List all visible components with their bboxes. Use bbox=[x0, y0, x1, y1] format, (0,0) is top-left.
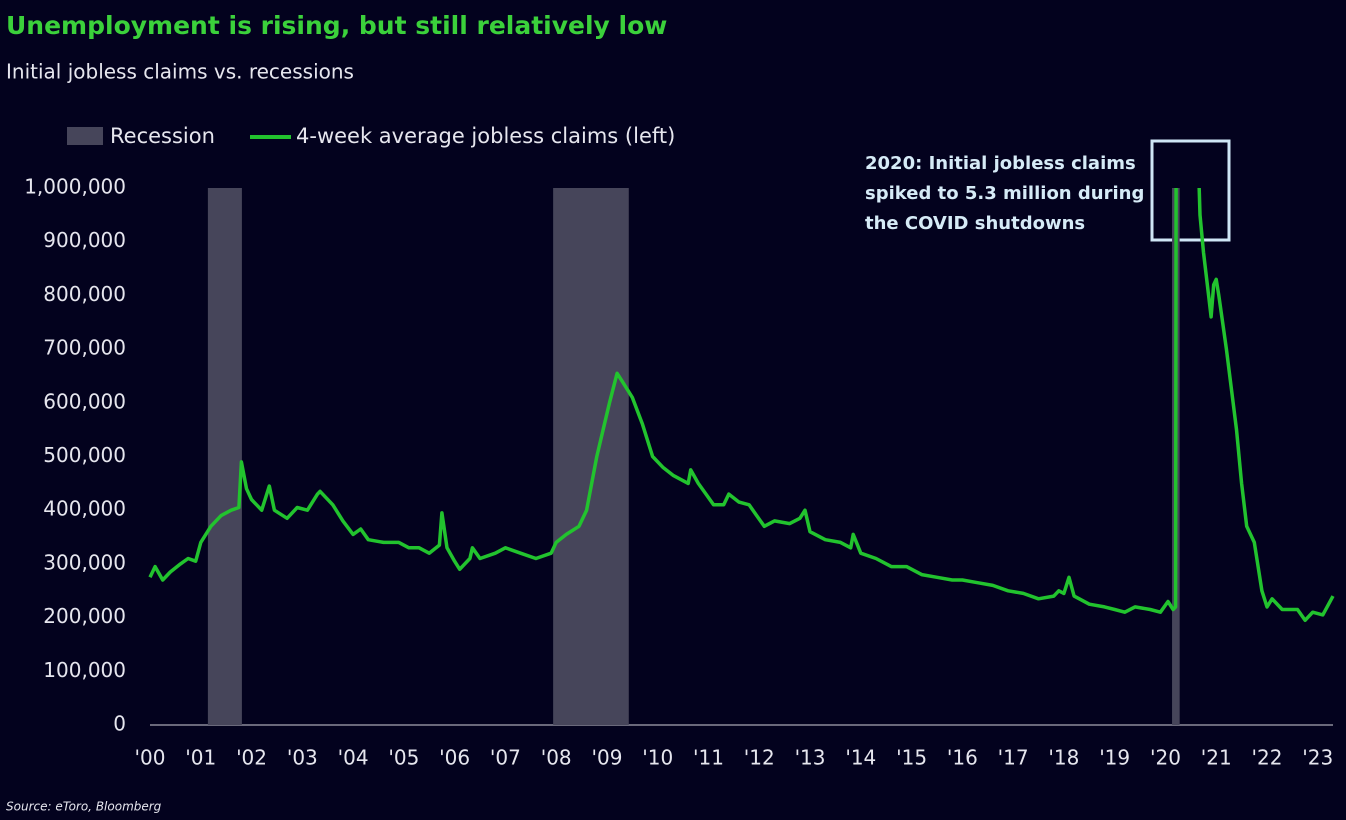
x-tick-label: '07 bbox=[490, 746, 521, 770]
x-tick-label: '06 bbox=[439, 746, 470, 770]
recession-band bbox=[207, 188, 242, 725]
x-tick-label: '23 bbox=[1302, 746, 1333, 770]
x-tick-label: '00 bbox=[135, 746, 166, 770]
x-tick-label: '01 bbox=[185, 746, 216, 770]
y-tick-label: 200,000 bbox=[43, 604, 126, 628]
chart-title: Unemployment is rising, but still relati… bbox=[6, 11, 667, 40]
legend-swatch-recession bbox=[67, 127, 103, 145]
y-tick-label: 700,000 bbox=[43, 336, 126, 360]
recession-band bbox=[553, 188, 629, 725]
x-tick-label: '21 bbox=[1201, 746, 1232, 770]
x-tick-label: '08 bbox=[541, 746, 572, 770]
legend-label: 4-week average jobless claims (left) bbox=[296, 124, 675, 148]
x-tick-label: '02 bbox=[236, 746, 267, 770]
x-tick-label: '18 bbox=[1048, 746, 1079, 770]
x-tick-label: '14 bbox=[845, 746, 876, 770]
annotation: 2020: Initial jobless claims spiked to 5… bbox=[865, 153, 1144, 234]
y-tick-label: 800,000 bbox=[43, 282, 126, 306]
chart-subtitle: Initial jobless claims vs. recessions bbox=[6, 60, 354, 84]
x-tick-label: '20 bbox=[1150, 746, 1181, 770]
x-tick-label: '09 bbox=[591, 746, 622, 770]
x-tick-label: '19 bbox=[1099, 746, 1130, 770]
x-tick-label: '05 bbox=[388, 746, 419, 770]
annotation-line: 2020: Initial jobless claims bbox=[865, 153, 1136, 174]
legend-label: Recession bbox=[110, 124, 215, 148]
y-tick-label: 300,000 bbox=[43, 550, 126, 574]
y-tick-label: 500,000 bbox=[43, 443, 126, 467]
x-tick-label: '04 bbox=[338, 746, 369, 770]
x-tick-label: '10 bbox=[642, 746, 673, 770]
data-line bbox=[148, 188, 1335, 623]
x-tick-label: '11 bbox=[693, 746, 724, 770]
plot-area bbox=[148, 188, 1335, 725]
y-tick-label: 100,000 bbox=[43, 658, 126, 682]
annotation-line: the COVID shutdowns bbox=[865, 213, 1085, 234]
x-tick-label: '03 bbox=[287, 746, 318, 770]
y-tick-label: 600,000 bbox=[43, 389, 126, 413]
x-tick-label: '12 bbox=[744, 746, 775, 770]
y-tick-label: 900,000 bbox=[43, 228, 126, 252]
x-tick-label: '22 bbox=[1252, 746, 1283, 770]
y-tick-label: 1,000,000 bbox=[24, 175, 126, 199]
x-tick-label: '15 bbox=[896, 746, 927, 770]
y-tick-label: 0 bbox=[113, 712, 126, 736]
x-tick-label: '17 bbox=[998, 746, 1029, 770]
annotation-box bbox=[1150, 139, 1231, 242]
source: Source: eToro, Bloomberg bbox=[6, 800, 162, 814]
y-tick-label: 400,000 bbox=[43, 497, 126, 521]
x-tick-label: '13 bbox=[795, 746, 826, 770]
annotation-line: spiked to 5.3 million during bbox=[865, 183, 1144, 204]
x-tick-label: '16 bbox=[947, 746, 978, 770]
